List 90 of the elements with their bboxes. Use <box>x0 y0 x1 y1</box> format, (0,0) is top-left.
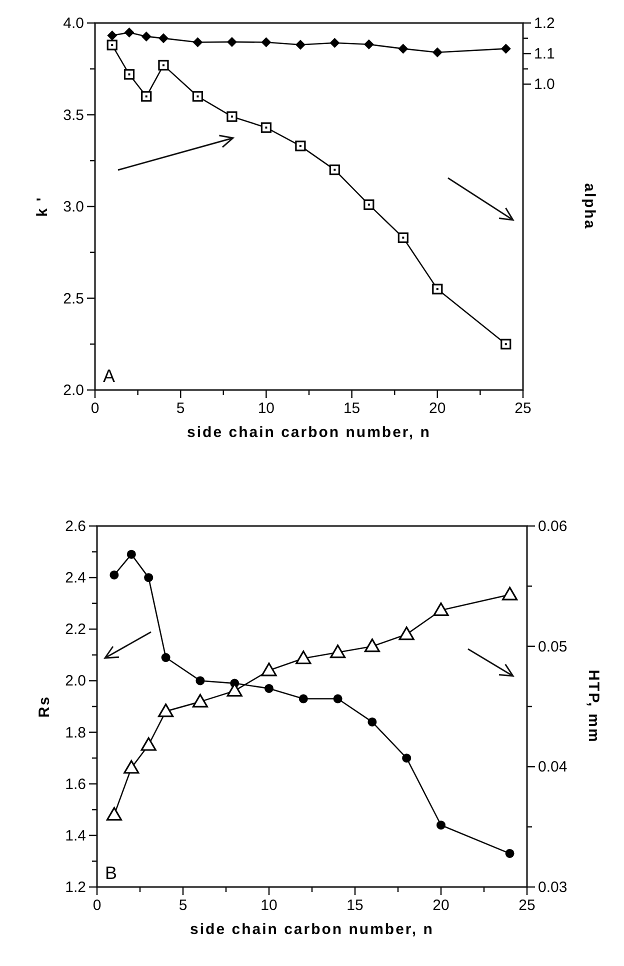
point <box>364 199 374 210</box>
point <box>295 40 306 50</box>
y-tick-label: 1.6 <box>65 776 86 793</box>
point <box>295 140 306 152</box>
point <box>502 586 518 600</box>
x-tick-label: 20 <box>429 400 446 417</box>
y-tick-label: 3.5 <box>63 106 84 124</box>
point <box>226 111 238 122</box>
x-tick-label: 5 <box>176 400 185 417</box>
x-tick-label: 15 <box>343 400 360 417</box>
point <box>330 38 340 48</box>
point <box>106 807 122 821</box>
x-tick-label: 25 <box>514 400 532 417</box>
point <box>192 694 208 708</box>
point <box>226 36 237 47</box>
y-tick-label: 3.0 <box>63 198 84 216</box>
y2-tick-label: 1.1 <box>534 46 555 63</box>
y2-tick-label: 0.04 <box>538 758 568 776</box>
point <box>398 626 414 640</box>
point <box>161 653 170 662</box>
y2-axis-title: HTP, mm <box>585 670 602 744</box>
y-tick-label: 4.0 <box>63 15 84 32</box>
point <box>158 704 174 718</box>
y-tick-label: 2.0 <box>63 382 84 399</box>
x-tick-label: 10 <box>258 400 275 417</box>
point <box>432 47 442 58</box>
point <box>106 40 118 50</box>
point <box>432 284 443 294</box>
point <box>398 232 408 243</box>
y-tick-label: 2.0 <box>65 672 86 690</box>
point <box>261 662 277 676</box>
point <box>402 754 412 763</box>
point <box>124 760 140 774</box>
x-tick-label: 20 <box>432 897 450 914</box>
y2-axis-title: alpha <box>581 183 598 230</box>
point <box>505 848 514 858</box>
point <box>261 37 272 48</box>
point <box>500 338 512 350</box>
point <box>140 737 156 751</box>
point <box>260 122 272 133</box>
y-tick-label: 1.8 <box>65 724 86 742</box>
point <box>329 164 340 176</box>
point <box>364 39 374 50</box>
point <box>398 44 408 54</box>
annotation: B <box>105 863 118 883</box>
point <box>364 638 380 652</box>
point <box>158 60 169 71</box>
y-axis-title: Rs <box>36 695 53 718</box>
point <box>330 644 346 658</box>
point <box>436 820 446 830</box>
y2-tick-label: 1.0 <box>534 76 555 94</box>
annotation: A <box>103 366 116 386</box>
point <box>500 44 511 54</box>
point <box>107 30 118 41</box>
y-tick-label: 2.2 <box>65 621 86 638</box>
point <box>192 91 204 102</box>
x-tick-label: 25 <box>518 897 536 914</box>
y-tick-label: 2.4 <box>65 570 86 587</box>
point <box>192 37 203 48</box>
x-tick-label: 15 <box>346 897 364 914</box>
point <box>368 717 377 726</box>
point <box>141 31 152 42</box>
y2-tick-label: 1.2 <box>534 15 555 32</box>
point <box>144 573 154 582</box>
point <box>333 694 342 704</box>
point <box>298 694 308 704</box>
x-axis-title: side chain carbon number, n <box>190 921 434 938</box>
point <box>141 91 152 102</box>
point <box>126 550 136 559</box>
x-tick-label: 0 <box>90 400 100 417</box>
point <box>110 570 119 580</box>
point <box>196 676 205 686</box>
y-tick-label: 1.4 <box>65 827 86 844</box>
point <box>296 650 312 664</box>
y-tick-label: 1.2 <box>65 879 86 896</box>
x-tick-label: 10 <box>260 897 278 914</box>
y-tick-label: 2.5 <box>63 290 84 308</box>
point <box>158 33 168 44</box>
y-tick-label: 2.6 <box>65 518 86 535</box>
point <box>433 602 449 616</box>
y2-tick-label: 0.05 <box>538 638 568 656</box>
x-tick-label: 5 <box>178 897 188 914</box>
x-tick-label: 0 <box>92 897 102 914</box>
point <box>124 27 134 38</box>
y2-tick-label: 0.06 <box>538 518 568 535</box>
point <box>124 69 135 80</box>
y-axis-title: k ' <box>34 196 51 217</box>
y2-tick-label: 0.03 <box>538 879 568 896</box>
x-axis-title: side chain carbon number, n <box>187 424 431 441</box>
point <box>264 684 274 693</box>
